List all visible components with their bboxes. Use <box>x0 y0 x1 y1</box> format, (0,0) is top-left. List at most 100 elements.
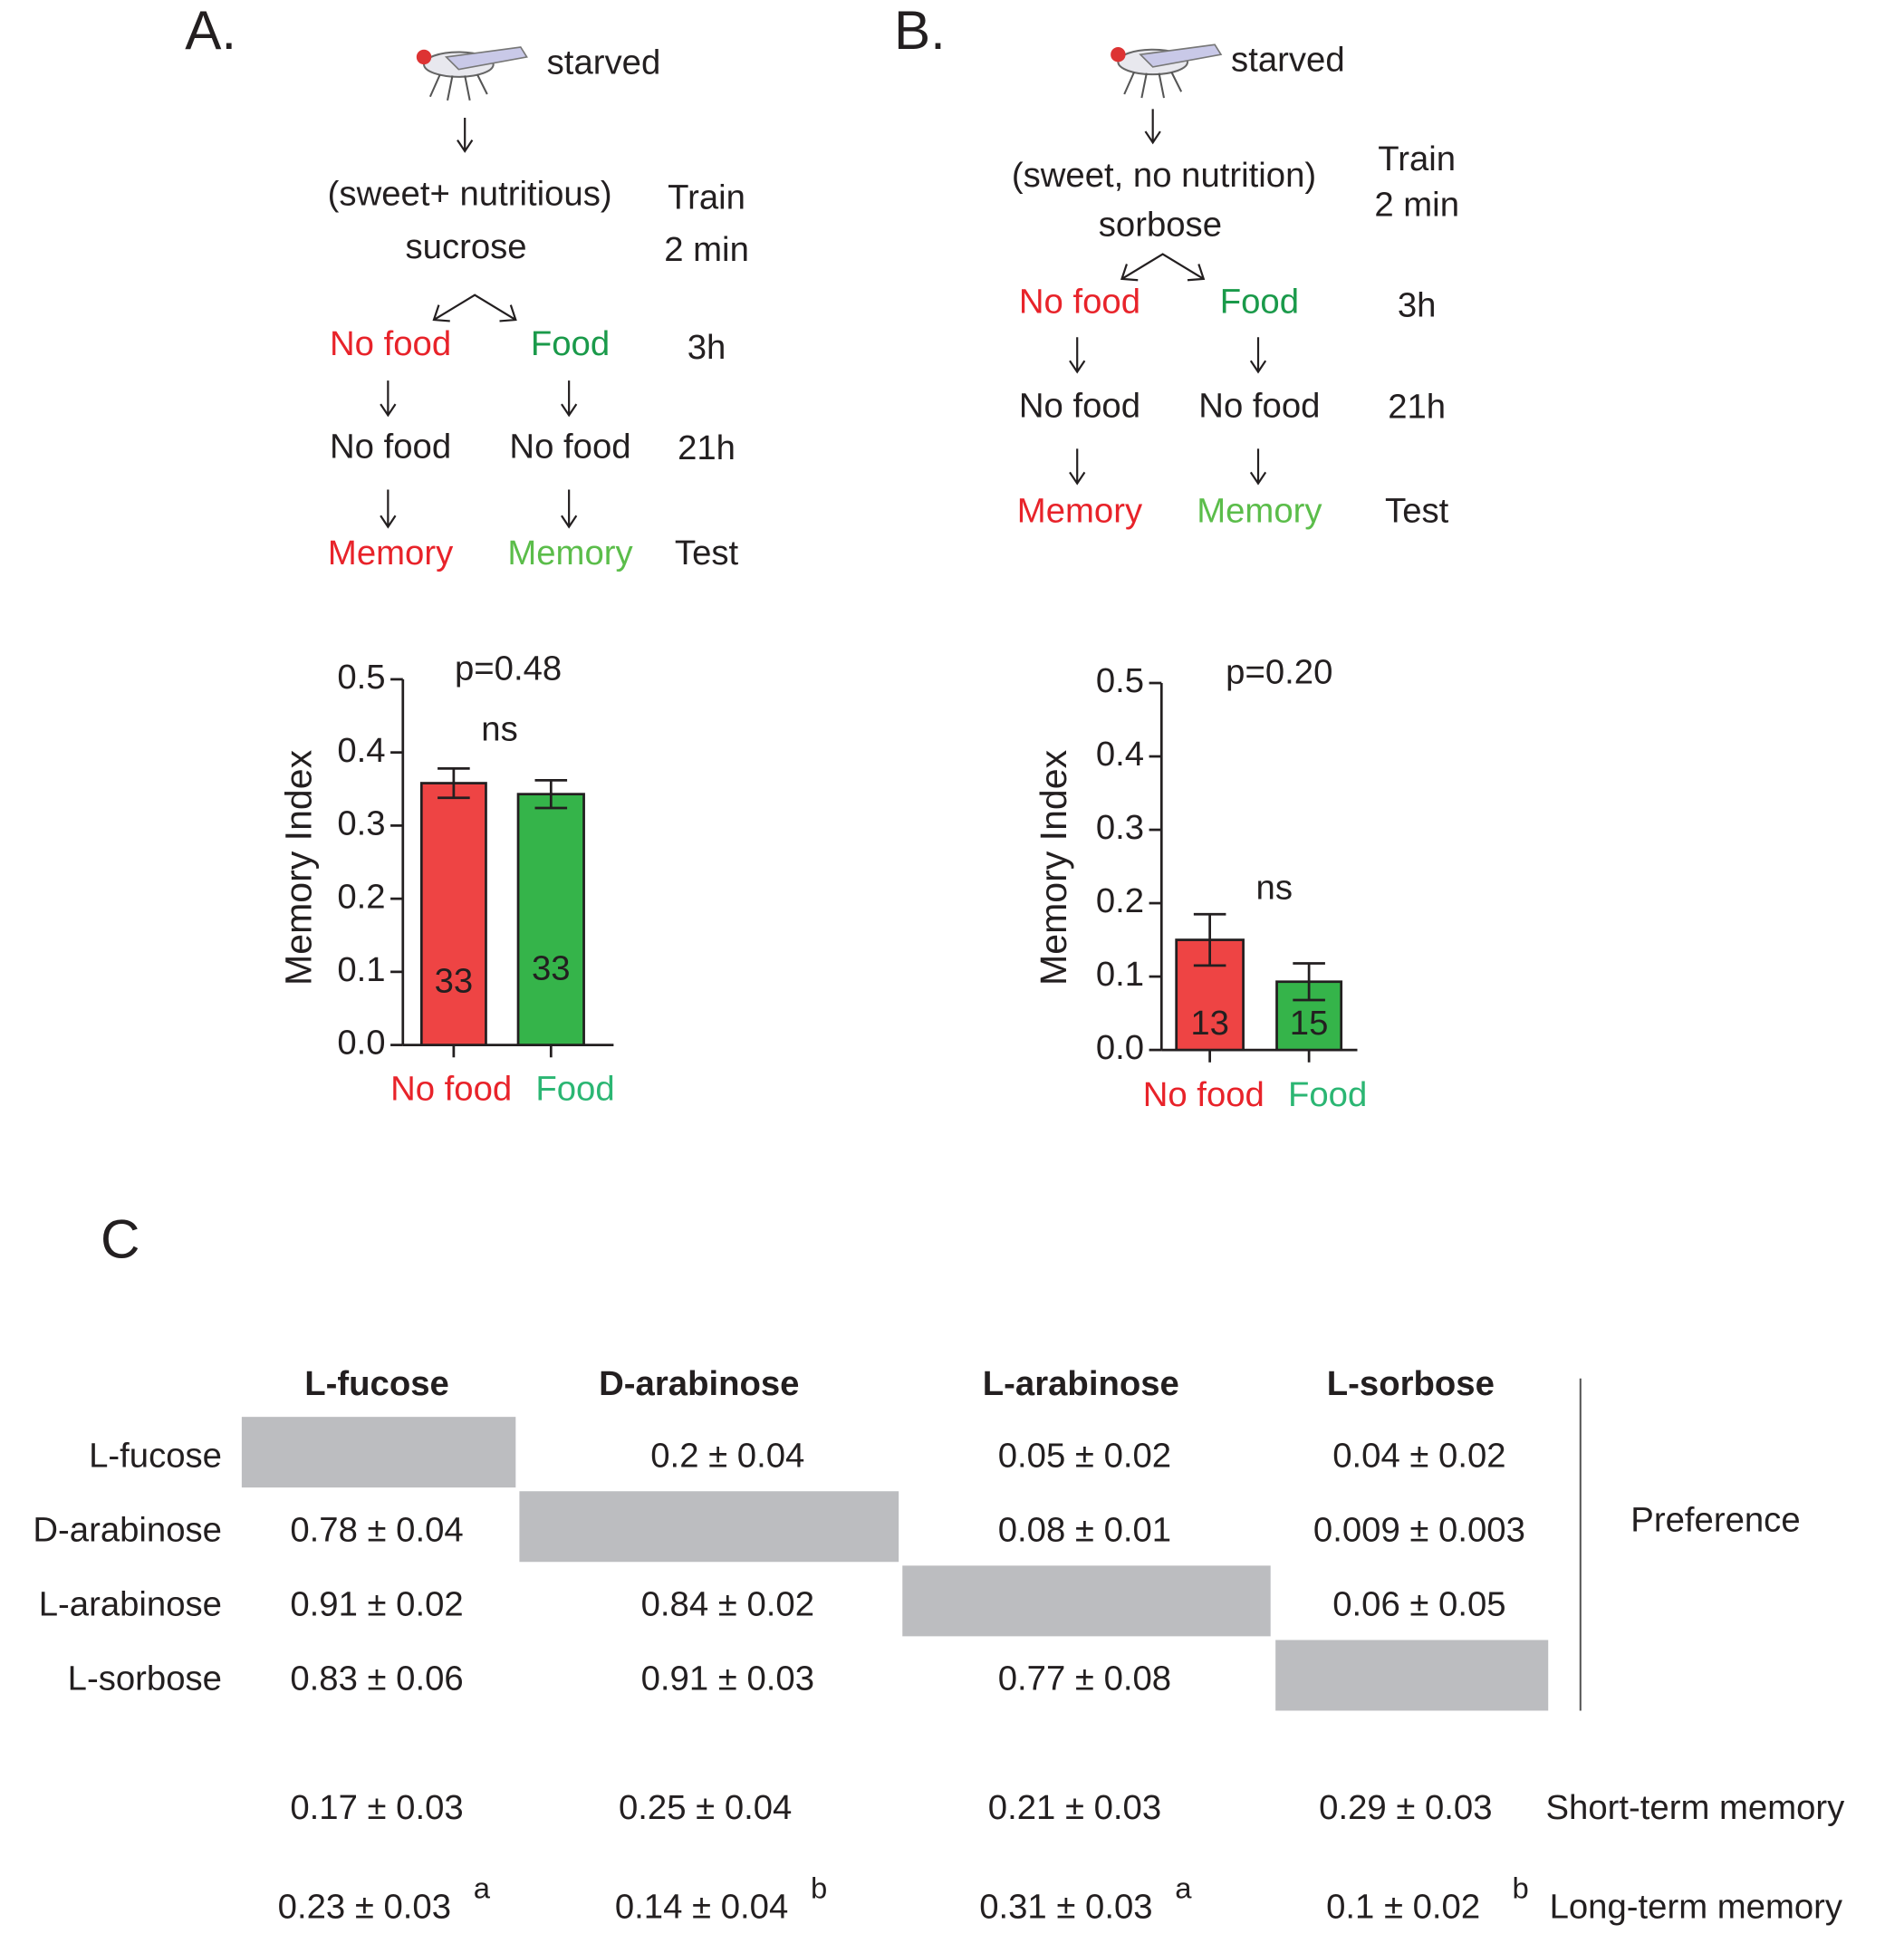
condition-label: No food <box>509 428 630 467</box>
annotation: p=0.20 <box>1226 653 1332 692</box>
split-arrow <box>1120 253 1206 282</box>
group-label: Preference <box>1630 1501 1800 1540</box>
y-tick-label: 0.4 <box>337 731 385 770</box>
branch-label: No food <box>1019 282 1140 321</box>
diagonal-cell <box>1275 1640 1549 1711</box>
y-tick-label: 0.1 <box>337 950 385 989</box>
bar <box>516 793 585 1046</box>
y-tick-label: 0.3 <box>337 804 385 843</box>
error-bar <box>1193 912 1226 967</box>
state-label: starved <box>1231 41 1345 80</box>
diagonal-cell <box>241 1417 516 1488</box>
outcome-label: Memory <box>1017 492 1143 531</box>
table-cell: 0.29 ± 0.03 <box>1319 1788 1492 1827</box>
y-tick-label: 0.5 <box>1096 661 1144 700</box>
panel-label: B. <box>894 0 946 61</box>
table-cell: 0.78 ± 0.04 <box>290 1511 463 1550</box>
y-tick-label: 0.1 <box>1096 955 1144 994</box>
arrow <box>1069 448 1086 486</box>
column-header: L-sorbose <box>1327 1364 1495 1403</box>
row-label: Short-term memory <box>1545 1788 1845 1827</box>
step-label: 2 min <box>1374 186 1459 225</box>
table-cell: 0.14 ± 0.04 <box>615 1888 788 1927</box>
annotation: ns <box>481 710 517 749</box>
step-label: 21h <box>678 428 736 467</box>
superscript: a <box>1175 1871 1192 1905</box>
arrow <box>1144 109 1161 145</box>
table-cell: 0.04 ± 0.02 <box>1332 1436 1505 1475</box>
condition-label: No food <box>330 428 451 467</box>
y-tick-label: 0.2 <box>1096 881 1144 920</box>
table-cell: 0.05 ± 0.02 <box>998 1436 1171 1475</box>
table-cell: 0.2 ± 0.04 <box>650 1436 804 1475</box>
split-arrow <box>432 293 517 322</box>
step-label: Train <box>668 178 745 216</box>
table-cell: 0.25 ± 0.04 <box>619 1788 792 1827</box>
error-bar <box>1293 962 1325 1002</box>
step-label: Test <box>1385 492 1449 531</box>
panel-label: C <box>101 1207 139 1269</box>
step-label: 3h <box>1398 286 1437 325</box>
table-cell: 0.91 ± 0.03 <box>641 1660 814 1698</box>
row-label: L-arabinose <box>39 1585 222 1624</box>
error-bar <box>534 778 568 810</box>
y-tick-label: 0.4 <box>1096 735 1144 774</box>
row-label: D-arabinose <box>33 1511 222 1550</box>
arrow <box>561 489 578 529</box>
table-cell: 0.84 ± 0.02 <box>641 1585 814 1624</box>
step-label: 2 min <box>664 230 749 269</box>
row-label: Long-term memory <box>1550 1888 1843 1927</box>
sugar-label: sucrose <box>406 227 527 266</box>
y-axis-label: Memory Index <box>277 749 319 986</box>
arrow <box>561 380 578 418</box>
row-label: L-sorbose <box>68 1660 222 1698</box>
x-tick-label: Food <box>1288 1075 1367 1114</box>
diagonal-cell <box>902 1565 1271 1637</box>
y-tick-label: 0.0 <box>337 1024 385 1063</box>
outcome-label: Memory <box>1197 492 1322 531</box>
step-label: Test <box>675 534 739 572</box>
arrow <box>380 380 397 418</box>
outcome-label: Memory <box>507 534 633 572</box>
sample-size: 13 <box>1190 1004 1229 1043</box>
table-cell: 0.83 ± 0.06 <box>290 1660 463 1698</box>
y-tick-label: 0.3 <box>1096 808 1144 847</box>
x-tick-label: Food <box>535 1069 614 1108</box>
arrow <box>457 118 474 153</box>
bar <box>419 782 487 1046</box>
table-cell: 0.1 ± 0.02 <box>1326 1888 1480 1927</box>
annotation: ns <box>1256 869 1293 908</box>
step-label: Train <box>1378 140 1456 178</box>
y-tick-label: 0.2 <box>337 877 385 916</box>
sample-size: 15 <box>1290 1004 1329 1043</box>
arrow <box>1249 448 1267 486</box>
stimulus-label: (sweet, no nutrition) <box>1012 156 1316 195</box>
table-cell: 0.91 ± 0.02 <box>290 1585 463 1624</box>
condition-label: No food <box>1198 386 1320 425</box>
annotation: p=0.48 <box>455 649 562 688</box>
table-cell: 0.06 ± 0.05 <box>1332 1585 1505 1624</box>
sugar-label: sorbose <box>1099 206 1222 245</box>
step-label: 21h <box>1388 388 1446 427</box>
arrow <box>380 489 397 529</box>
table-cell: 0.77 ± 0.08 <box>998 1660 1171 1698</box>
branch-label: No food <box>330 324 451 363</box>
sample-size: 33 <box>532 949 571 988</box>
panel-label: A. <box>185 0 236 61</box>
x-tick-label: No food <box>1143 1075 1265 1114</box>
superscript: a <box>474 1871 491 1905</box>
y-axis-label: Memory Index <box>1033 749 1074 986</box>
table-cell: 0.23 ± 0.03 <box>278 1888 451 1927</box>
arrow <box>1249 337 1267 374</box>
column-header: D-arabinose <box>599 1364 799 1403</box>
fly-icon-b <box>1111 43 1223 99</box>
stimulus-label: (sweet+ nutritious) <box>328 174 612 213</box>
column-header: L-fucose <box>304 1364 449 1403</box>
fly-icon-a <box>416 46 528 101</box>
table-cell: 0.17 ± 0.03 <box>290 1788 463 1827</box>
branch-label: Food <box>531 324 610 363</box>
outcome-label: Memory <box>328 534 454 572</box>
state-label: starved <box>547 43 661 82</box>
condition-label: No food <box>1019 386 1140 425</box>
